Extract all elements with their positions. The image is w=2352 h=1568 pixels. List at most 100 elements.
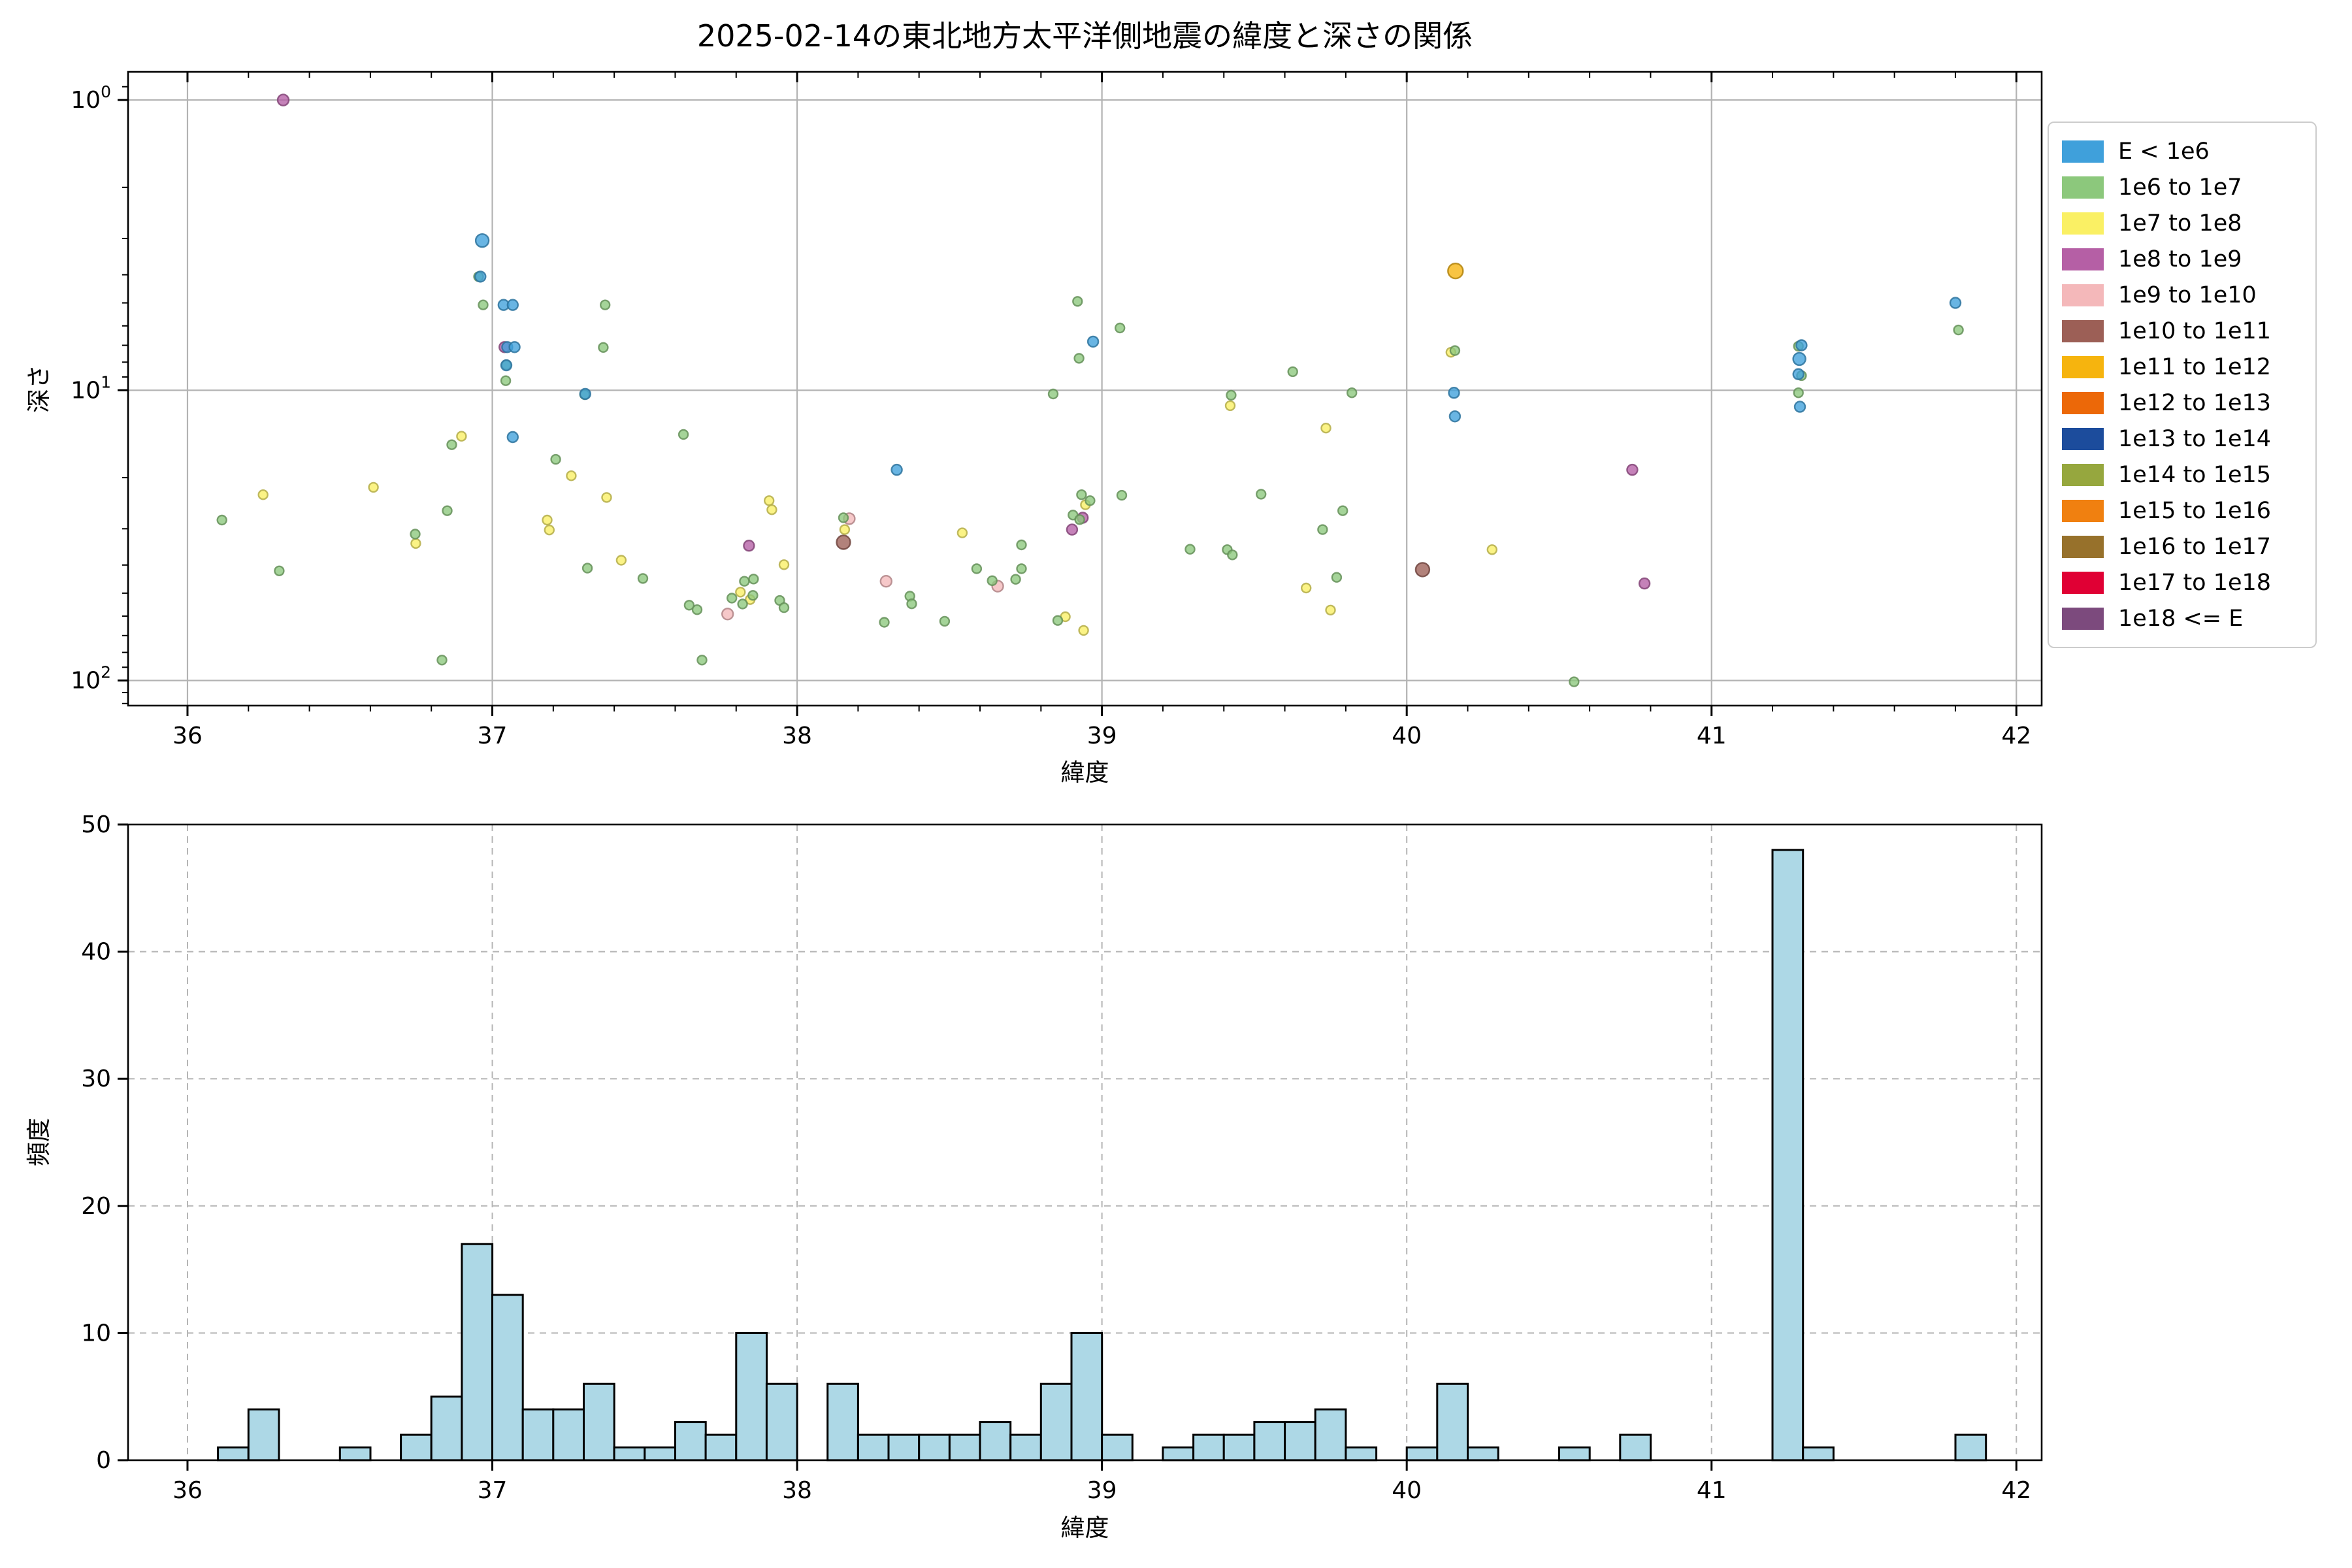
scatter-point (579, 387, 591, 400)
scatter-point (1793, 387, 1804, 399)
legend-item-label: 1e16 to 1e17 (2118, 533, 2272, 560)
x-tick-label: 41 (1697, 723, 1727, 749)
histogram-bar (1253, 1421, 1286, 1462)
scatter-point (1626, 463, 1639, 476)
scatter-point (500, 375, 512, 386)
scatter-xlabel: 緯度 (1060, 759, 1109, 787)
scatter-point (456, 431, 467, 442)
histogram-bar (1314, 1408, 1347, 1462)
legend-item: 1e11 to 1e12 (2049, 349, 2315, 385)
scatter-point (839, 524, 851, 535)
histogram-bar (1039, 1382, 1073, 1462)
scatter-point (766, 504, 777, 515)
scatter-point (478, 299, 489, 310)
histogram-bar (552, 1408, 585, 1462)
legend-item-label: 1e15 to 1e16 (2118, 497, 2272, 524)
legend-swatch-icon (2062, 427, 2104, 450)
scatter-point (879, 575, 893, 588)
legend-item: 1e17 to 1e18 (2049, 564, 2315, 600)
scatter-point (1226, 389, 1237, 401)
figure-title: 2025-02-14の東北地方太平洋側地震の緯度と深さの関係 (696, 18, 1473, 54)
legend-item-label: 1e14 to 1e15 (2118, 461, 2272, 488)
legend-item: 1e6 to 1e7 (2049, 169, 2315, 205)
histogram-bar (461, 1243, 494, 1462)
scatter-point (566, 470, 577, 482)
x-tick-label: 38 (782, 1477, 812, 1504)
scatter-point (550, 453, 561, 465)
scatter-point (906, 598, 917, 610)
scatter-point (748, 574, 759, 585)
scatter-point (1449, 345, 1461, 356)
legend-swatch-icon (2062, 212, 2104, 235)
y-tick-label: 102 (71, 663, 111, 694)
scatter-point (1114, 322, 1126, 334)
scatter-point (1793, 400, 1806, 413)
hist-xlabel: 緯度 (1060, 1514, 1109, 1542)
scatter-series (1447, 263, 1464, 280)
scatter-point (1331, 572, 1343, 583)
scatter-point (1066, 523, 1079, 536)
legend-item-label: 1e6 to 1e7 (2118, 174, 2242, 201)
scatter-axes-frame (127, 71, 2043, 707)
histogram-bar (887, 1433, 921, 1462)
scatter-point (637, 573, 649, 584)
legend-item-label: 1e17 to 1e18 (2118, 569, 2272, 596)
legend-item: 1e14 to 1e15 (2049, 457, 2315, 493)
y-tick-label: 100 (71, 82, 111, 114)
scatter-point (683, 600, 695, 611)
scatter-point (726, 593, 738, 604)
scatter-point (274, 565, 285, 576)
x-tick-label: 40 (1392, 723, 1422, 749)
histogram-bar (735, 1331, 768, 1462)
histogram-bar (491, 1294, 524, 1462)
legend-swatch-icon (2062, 284, 2104, 306)
scatter-point (410, 538, 421, 549)
histogram-bar (765, 1382, 798, 1462)
scatter-point (1287, 366, 1298, 378)
scatter-point (600, 299, 611, 310)
scatter-point (1569, 676, 1580, 687)
x-tick-label: 38 (782, 723, 812, 749)
scatter-point (1052, 615, 1064, 626)
scatter-point (1085, 495, 1096, 506)
scatter-point (368, 482, 379, 493)
histogram-plot: 36 37 38 39 40 41 42 0 10 20 30 40 50 (81, 811, 2043, 1504)
scatter-point (691, 604, 703, 615)
scatter-point (1448, 410, 1462, 423)
scatter-series (474, 233, 1962, 476)
scatter-point (446, 439, 457, 450)
histogram-bar (1162, 1446, 1195, 1462)
scatter-point (598, 342, 609, 353)
legend-swatch-icon (2062, 571, 2104, 594)
legend-item: 1e12 to 1e13 (2049, 385, 2315, 421)
legend-item: 1e16 to 1e17 (2049, 529, 2315, 564)
scatter-point (879, 617, 890, 628)
histogram-bar (918, 1433, 951, 1462)
histogram-bar (1192, 1433, 1225, 1462)
scatter-point (1086, 335, 1100, 348)
scatter-point (743, 540, 755, 552)
histogram-bar (1284, 1421, 1316, 1462)
histogram-bar (674, 1421, 707, 1462)
scatter-point (1949, 297, 1962, 309)
histogram-bar (1619, 1433, 1652, 1462)
scatter-point (474, 270, 487, 283)
scatter-point (838, 512, 849, 523)
scatter-point (1792, 351, 1806, 367)
histogram-bar (979, 1421, 1012, 1462)
scatter-point (544, 525, 555, 536)
legend-item: 1e9 to 1e10 (2049, 277, 2315, 313)
scatter-point (836, 534, 851, 550)
scatter-point (1325, 604, 1336, 615)
legend-swatch-icon (2062, 176, 2104, 199)
legend: E < 1e6 1e6 to 1e7 1e7 to 1e8 1e8 to 1e9… (2048, 122, 2317, 648)
x-tick-label: 39 (1087, 1477, 1117, 1504)
scatter-point (506, 299, 519, 311)
histogram-bar (857, 1433, 890, 1462)
scatter-point (410, 529, 421, 540)
scatter-point (1953, 324, 1964, 336)
histogram-bar (613, 1446, 646, 1462)
scatter-point (1224, 400, 1236, 412)
histogram-bar (247, 1408, 280, 1462)
